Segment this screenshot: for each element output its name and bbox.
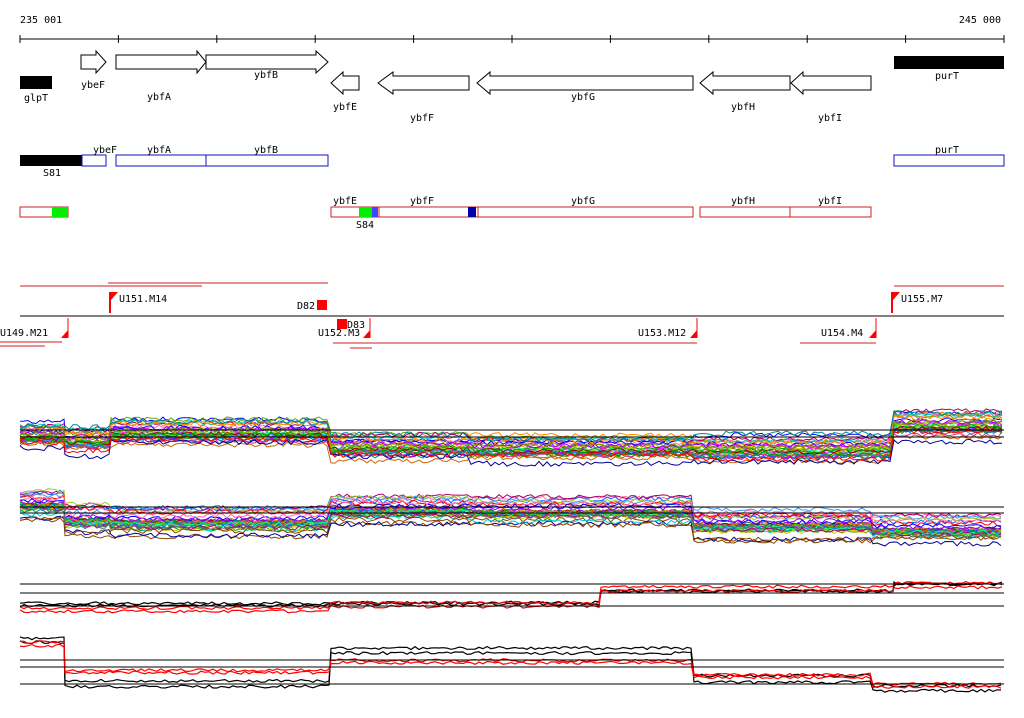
gene-ybfG[interactable] [476, 70, 694, 96]
plus-label-purT: purT [935, 145, 959, 156]
gene-ybeF[interactable] [80, 49, 107, 75]
gene-label-ybfH: ybfH [731, 102, 755, 113]
series-line [19, 428, 1003, 462]
series-line [19, 438, 1003, 467]
series-line [19, 419, 1003, 451]
minus-label-ybfF: ybfF [410, 196, 434, 207]
segment-label-D83: D83 [347, 320, 365, 331]
plus-tag-S81: S81 [43, 168, 61, 179]
gene-ybfA[interactable] [115, 49, 207, 75]
boundary-flag [363, 330, 370, 338]
series-line [19, 423, 1003, 454]
series-line [19, 515, 1002, 543]
gene-purT[interactable] [894, 56, 1004, 69]
expression-plot-multi-top [19, 408, 1004, 467]
series-line [19, 495, 1002, 525]
boundary-flag [869, 330, 876, 338]
feature-box-ybfH-ybfI[interactable] [699, 206, 872, 218]
expression-plot-pair-bottom [19, 636, 1004, 693]
blue-block [468, 207, 476, 217]
series-line [19, 500, 1002, 533]
gene-ybfH[interactable] [699, 70, 791, 96]
series-line [19, 516, 1002, 544]
segment-track: U151.M14 D82 U155.M7 U149.M21 U152.M3 D8… [0, 282, 1004, 349]
minus-label-ybfG: ybfG [571, 196, 595, 207]
series-line [19, 636, 1002, 688]
ruler-start-label: 235 001 [20, 15, 62, 26]
gene-ybfE[interactable] [330, 70, 360, 96]
segment-label-D82: D82 [297, 301, 315, 312]
series-line [19, 582, 1003, 608]
series-line [19, 499, 1002, 531]
minus-label-ybfE: ybfE [333, 196, 357, 207]
segment-label-U149.M21: U149.M21 [0, 328, 48, 339]
gene-ybfF[interactable] [377, 71, 470, 95]
blue-block [372, 207, 378, 217]
gene-label-ybfG: ybfG [571, 92, 595, 103]
feature-box-purT[interactable] [893, 154, 1005, 167]
boundary-flag [61, 330, 68, 338]
segment-label-U155.M7: U155.M7 [901, 294, 943, 305]
feature-box-ybfE-ybfG[interactable] [330, 206, 694, 218]
expression-plot-pair-top [19, 580, 1004, 614]
minus-label-ybfI: ybfI [818, 196, 842, 207]
series-line [19, 643, 1002, 689]
feature-box-ybeF[interactable] [81, 154, 107, 167]
minus-tag-S84: S84 [356, 220, 374, 231]
plus-strand-track: ybeF ybfA ybfB purT S81 [20, 145, 1005, 179]
gene-ybfB[interactable] [205, 49, 329, 75]
boundary-marker-D82[interactable] [317, 300, 327, 310]
gene-ybfI[interactable] [790, 70, 872, 96]
boundary-flag [109, 292, 118, 313]
segment-label-U153.M12: U153.M12 [638, 328, 686, 339]
expression-plot-multi-bottom [19, 488, 1004, 547]
series-line [19, 504, 1002, 536]
gene-label-glpT: glpT [24, 93, 48, 104]
gene-label-purT: purT [935, 71, 959, 82]
plus-label-ybfB: ybfB [254, 145, 278, 156]
gene-glpT[interactable] [20, 76, 52, 89]
green-block [359, 207, 372, 217]
series-line [19, 505, 1002, 538]
boundary-flag [690, 330, 697, 338]
plus-label-ybeF: ybeF [93, 145, 117, 156]
series-line [19, 515, 1002, 547]
gene-label-ybfA: ybfA [147, 92, 171, 103]
coordinate-ruler: 235 001 245 000 [19, 15, 1005, 43]
minus-strand-track: ybfE ybfF ybfG ybfH ybfI S84 [19, 196, 872, 231]
segment-label-U152.M3: U152.M3 [318, 328, 360, 339]
ruler-end-label: 245 000 [959, 15, 1001, 26]
green-block [52, 207, 68, 217]
series-line [19, 490, 1002, 520]
minus-label-ybfH: ybfH [731, 196, 755, 207]
gene-label-ybfF: ybfF [410, 113, 434, 124]
boundary-marker-D83[interactable] [337, 319, 347, 329]
gene-label-ybfE: ybfE [333, 102, 357, 113]
gene-arrow-track: glpT ybeF ybfA ybfB ybfE ybfF ybfG ybfH … [20, 49, 1004, 124]
gene-label-ybfB: ybfB [254, 70, 278, 81]
segment-label-U151.M14: U151.M14 [119, 294, 167, 305]
gene-label-ybfI: ybfI [818, 113, 842, 124]
series-line [19, 409, 1003, 443]
black-block [20, 155, 82, 166]
plus-label-ybfA: ybfA [147, 145, 171, 156]
boundary-flag [891, 292, 900, 313]
segment-label-U154.M4: U154.M4 [821, 328, 863, 339]
series-line [19, 640, 1002, 693]
feature-box-ybfA-ybfB[interactable] [115, 154, 329, 167]
gene-label-ybeF: ybeF [81, 80, 105, 91]
series-line [19, 580, 1003, 611]
